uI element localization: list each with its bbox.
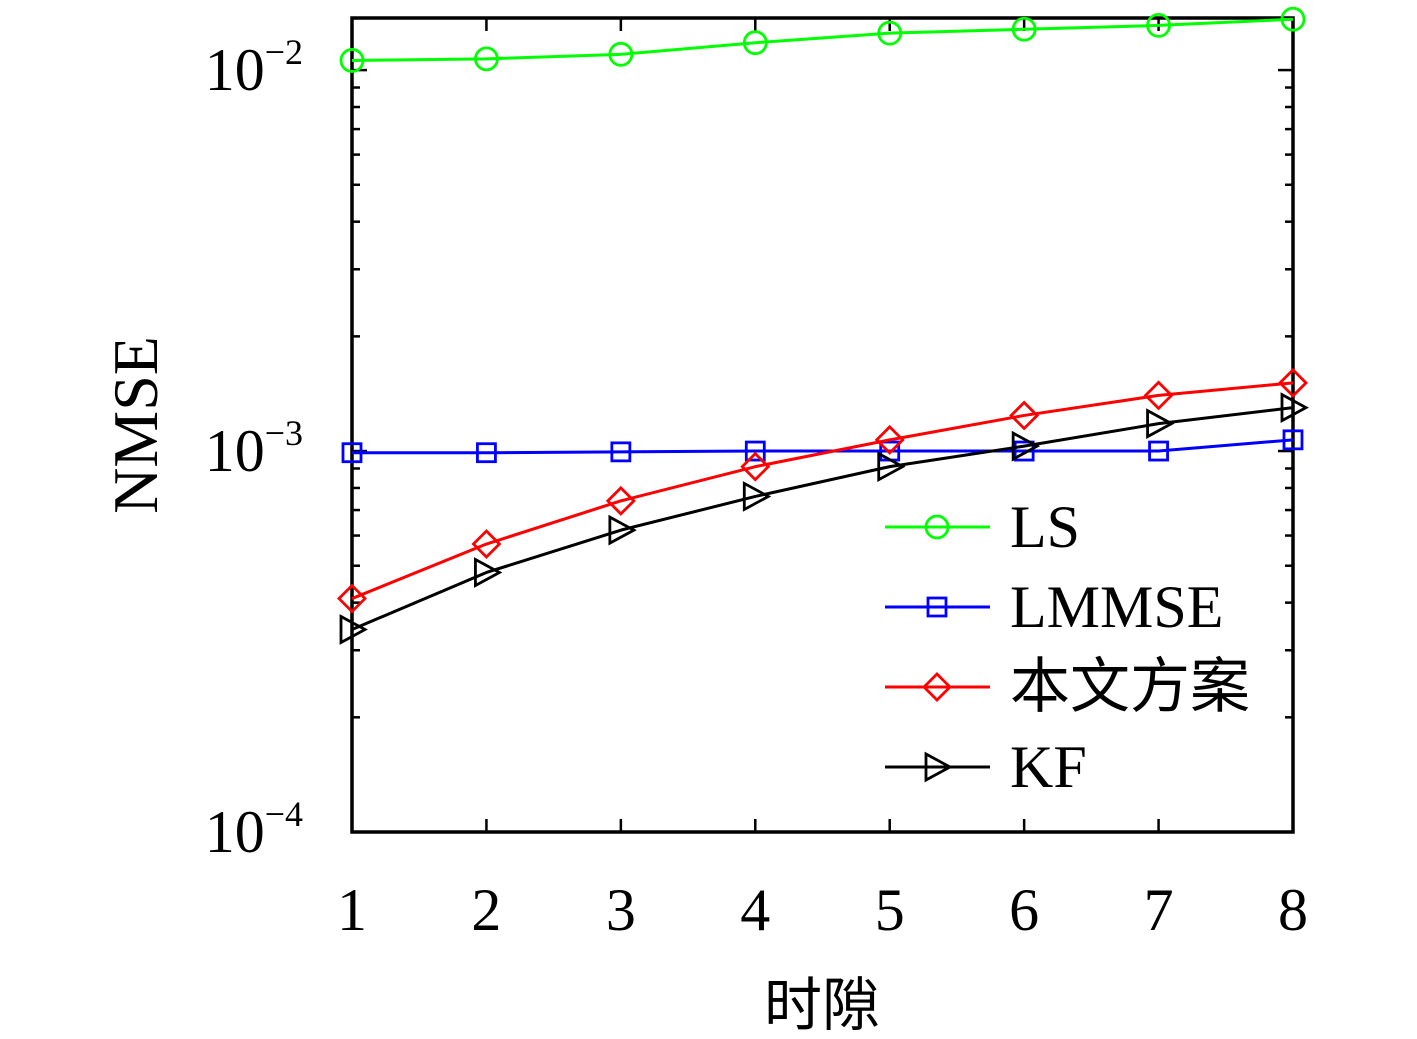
legend-proposed-scheme-marker	[922, 672, 952, 702]
ls-marker-4	[742, 30, 768, 56]
data-series	[337, 6, 1309, 645]
kf-marker-4	[742, 481, 772, 512]
kf-series	[339, 392, 1309, 645]
lmmse-marker-8	[1282, 429, 1304, 451]
y-tick-label-base-2: 10	[205, 418, 265, 484]
lmmse-marker-1	[341, 442, 363, 464]
lmmse-marker-7	[1148, 440, 1169, 462]
proposed-scheme-marker-3	[605, 485, 636, 516]
kf-marker-8	[1280, 392, 1309, 423]
kf-marker-1	[339, 614, 368, 645]
kf-marker-7	[1146, 408, 1175, 440]
ls-marker-5	[877, 20, 903, 46]
lmmse-marker-3	[610, 441, 632, 463]
y-tick-label-exponent-1: −4	[265, 794, 303, 834]
kf-marker-6	[1011, 430, 1041, 462]
lmmse-series	[341, 429, 1304, 464]
legend-proposed-scheme-label: 本文方案	[1010, 654, 1250, 720]
proposed-scheme-marker-5	[874, 424, 905, 455]
x-tick-label-2: 2	[471, 877, 501, 943]
proposed-scheme-line	[351, 381, 1294, 600]
axis-ticks	[350, 18, 1295, 834]
lmmse-line	[352, 438, 1294, 455]
x-tick-label-1: 1	[337, 877, 367, 943]
y-tick-label-3: 10−2	[205, 32, 303, 103]
x-axis-label: 时隙	[764, 973, 880, 1038]
ls-marker-3	[608, 41, 634, 67]
ls-marker-8	[1280, 6, 1306, 32]
legend-item-kf: KF	[885, 734, 1087, 800]
ls-marker-1	[339, 48, 365, 73]
lmmse-marker-6	[1013, 440, 1035, 462]
y-axis-label: NMSE	[100, 336, 171, 514]
axis-tick-labels: 1 2 3 4 5 6 7 810−410−310−2	[205, 32, 1308, 943]
y-tick-label-base-3: 10	[205, 37, 265, 103]
y-tick-label-exponent-3: −2	[265, 32, 303, 72]
ls-series	[339, 6, 1306, 73]
kf-marker-3	[608, 514, 637, 546]
y-tick-label-base-1: 10	[205, 799, 265, 865]
x-tick-label-7: 7	[1144, 877, 1174, 943]
x-tick-label-5: 5	[875, 877, 905, 943]
proposed-scheme-marker-1	[337, 583, 367, 614]
legend-lmmse-marker	[926, 596, 948, 618]
proposed-scheme-marker-6	[1009, 400, 1040, 431]
legend-ls-marker	[924, 514, 950, 540]
proposed-scheme-marker-2	[471, 529, 502, 560]
y-tick-label-1: 10−4	[205, 794, 303, 865]
ls-marker-2	[474, 46, 499, 72]
legend-item-lmmse: LMMSE	[885, 574, 1223, 640]
ls-marker-6	[1011, 16, 1037, 42]
lmmse-marker-2	[476, 442, 497, 464]
legend-kf-label: KF	[1010, 734, 1087, 800]
proposed-scheme-series	[337, 367, 1308, 614]
x-tick-label-3: 3	[606, 877, 636, 943]
x-tick-label-4: 4	[740, 877, 770, 943]
kf-line	[351, 406, 1294, 631]
ls-line	[351, 17, 1294, 62]
legend: LS LMMSE 本文方案 KF	[885, 494, 1250, 800]
x-tick-label-8: 8	[1278, 877, 1308, 943]
y-tick-label-exponent-2: −3	[265, 413, 303, 453]
kf-marker-2	[474, 557, 503, 588]
proposed-scheme-marker-8	[1278, 367, 1308, 398]
legend-item-proposed-scheme: 本文方案	[885, 654, 1250, 720]
axes-frame	[350, 16, 1295, 834]
y-tick-label-2: 10−3	[205, 413, 303, 484]
proposed-scheme-marker-4	[740, 451, 771, 482]
ls-marker-7	[1146, 13, 1171, 38]
legend-ls-label: LS	[1010, 494, 1080, 560]
kf-marker-5	[877, 451, 906, 482]
legend-lmmse-label: LMMSE	[1010, 574, 1223, 640]
proposed-scheme-marker-7	[1143, 380, 1174, 411]
legend-item-ls: LS	[885, 494, 1080, 560]
lmmse-marker-4	[744, 440, 766, 462]
legend-kf-marker	[924, 751, 953, 783]
x-tick-label-6: 6	[1009, 877, 1039, 943]
